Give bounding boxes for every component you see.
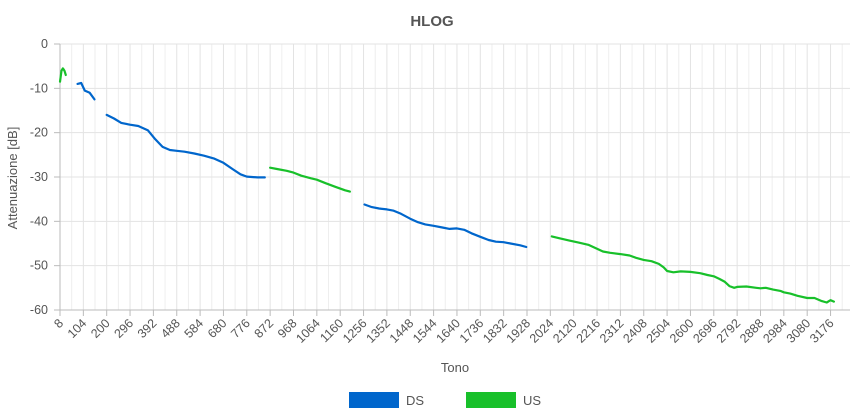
y-tick-label: 0 [41, 37, 48, 51]
x-tick-label: 1448 [387, 316, 417, 346]
x-tick-label: 584 [182, 316, 207, 341]
series-line-us [550, 235, 836, 304]
x-tick-label: 1640 [434, 316, 464, 346]
y-tick-label: -40 [30, 214, 48, 228]
x-tick-label: 2120 [550, 316, 580, 346]
x-tick-label: 1544 [410, 316, 440, 346]
x-tick-label: 1352 [363, 316, 393, 346]
x-tick-label: 2408 [620, 316, 650, 346]
y-axis-title: Attenuazione [dB] [5, 127, 20, 230]
x-tick-label: 2312 [597, 316, 627, 346]
legend-swatch-us [466, 392, 516, 408]
x-tick-label: 2504 [644, 316, 674, 346]
series-line-ds [363, 203, 528, 249]
y-tick-label: -30 [30, 170, 48, 184]
x-tick-label: 2600 [667, 316, 697, 346]
x-tick-label: 104 [65, 316, 90, 341]
legend-swatch-ds [349, 392, 399, 408]
legend-label-ds: DS [406, 393, 424, 408]
x-tick-label: 872 [252, 316, 277, 341]
x-tick-label: 2024 [527, 316, 557, 346]
x-tick-label: 3080 [784, 316, 814, 346]
grid [59, 43, 850, 311]
legend-label-us: US [523, 393, 541, 408]
x-tick-label: 296 [112, 316, 137, 341]
x-tick-label: 3176 [807, 316, 837, 346]
series-line-us [58, 67, 67, 83]
x-tick-label: 200 [88, 316, 113, 341]
y-tick-label: -10 [30, 81, 48, 95]
x-tick-label: 392 [135, 316, 160, 341]
series-lines [58, 67, 836, 304]
x-tick-label: 1064 [293, 316, 323, 346]
x-tick-label: 680 [205, 316, 230, 341]
legend: DS US [349, 392, 541, 408]
x-tick-label: 2792 [714, 316, 744, 346]
x-tick-label: 1928 [504, 316, 534, 346]
series-line-ds [76, 81, 96, 101]
x-axis-title: Tono [441, 360, 469, 375]
y-tick-label: -50 [30, 259, 48, 273]
series-line-ds [105, 113, 266, 179]
x-tick-label: 2888 [737, 316, 767, 346]
chart-title: HLOG [410, 13, 453, 30]
x-tick-label: 1832 [480, 316, 510, 346]
x-tick-label: 1160 [317, 316, 346, 345]
x-tick-label: 776 [228, 316, 253, 341]
y-tick-label: -60 [30, 303, 48, 317]
x-tick-label: 1736 [457, 316, 487, 346]
x-tick-label: 8 [51, 316, 66, 331]
x-tick-label: 488 [158, 316, 183, 341]
y-tick-label: -20 [30, 126, 48, 140]
x-tick-label: 2984 [760, 316, 790, 346]
x-tick-label: 2696 [690, 316, 720, 346]
x-tick-label: 2216 [574, 316, 604, 346]
series-line-us [269, 166, 351, 193]
x-tick-label: 1256 [340, 316, 370, 346]
